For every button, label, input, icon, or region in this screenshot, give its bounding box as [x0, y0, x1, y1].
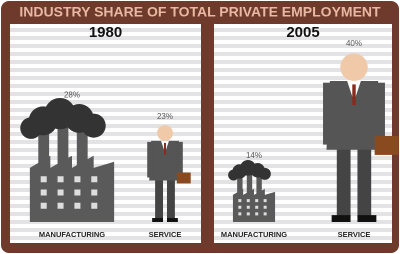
window	[255, 199, 258, 202]
leg	[337, 145, 351, 217]
window	[238, 206, 241, 209]
arm	[376, 83, 385, 138]
category-label: SERVICE	[338, 230, 371, 239]
panel-title: 1980	[89, 24, 122, 41]
window	[247, 212, 250, 215]
window	[58, 176, 64, 182]
shoe	[332, 215, 351, 222]
briefcase	[375, 136, 399, 155]
briefcase	[177, 173, 191, 184]
category-label: MANUFACTURING	[39, 230, 105, 239]
window	[91, 176, 97, 182]
window	[58, 189, 64, 195]
value-label: 40%	[346, 39, 362, 48]
infographic: INDUSTRY SHARE OF TOTAL PRIVATE EMPLOYME…	[0, 0, 400, 254]
main-title: INDUSTRY SHARE OF TOTAL PRIVATE EMPLOYME…	[19, 4, 381, 20]
category-label: MANUFACTURING	[221, 230, 287, 239]
value-label: 28%	[64, 91, 80, 100]
leg	[167, 177, 175, 219]
head	[157, 125, 173, 141]
shoe	[152, 218, 163, 222]
window	[238, 199, 241, 202]
window	[264, 206, 267, 209]
head	[340, 53, 368, 81]
tie	[352, 84, 355, 105]
leg	[357, 145, 371, 217]
window	[247, 206, 250, 209]
building	[233, 189, 275, 222]
window	[74, 203, 80, 209]
window	[91, 189, 97, 195]
arm	[147, 142, 152, 178]
window	[41, 189, 47, 195]
window	[74, 176, 80, 182]
building	[30, 156, 114, 222]
window	[91, 203, 97, 209]
window	[41, 176, 47, 182]
value-label: 23%	[157, 112, 173, 121]
arm	[323, 83, 332, 145]
smoke	[82, 114, 106, 138]
value-label: 14%	[246, 151, 262, 160]
smoke	[259, 168, 271, 180]
smoke	[20, 117, 42, 139]
window	[74, 189, 80, 195]
window	[264, 199, 267, 202]
window	[238, 212, 241, 215]
window	[41, 203, 47, 209]
shoe	[167, 218, 178, 222]
category-label: SERVICE	[149, 230, 182, 239]
smoke	[228, 170, 239, 181]
window	[247, 199, 250, 202]
tie	[164, 143, 166, 155]
window	[255, 206, 258, 209]
shoe	[357, 215, 376, 222]
panel-title: 2005	[286, 24, 319, 41]
window	[58, 203, 64, 209]
leg	[155, 177, 163, 219]
arm	[178, 142, 183, 174]
window	[264, 212, 267, 215]
window	[255, 212, 258, 215]
